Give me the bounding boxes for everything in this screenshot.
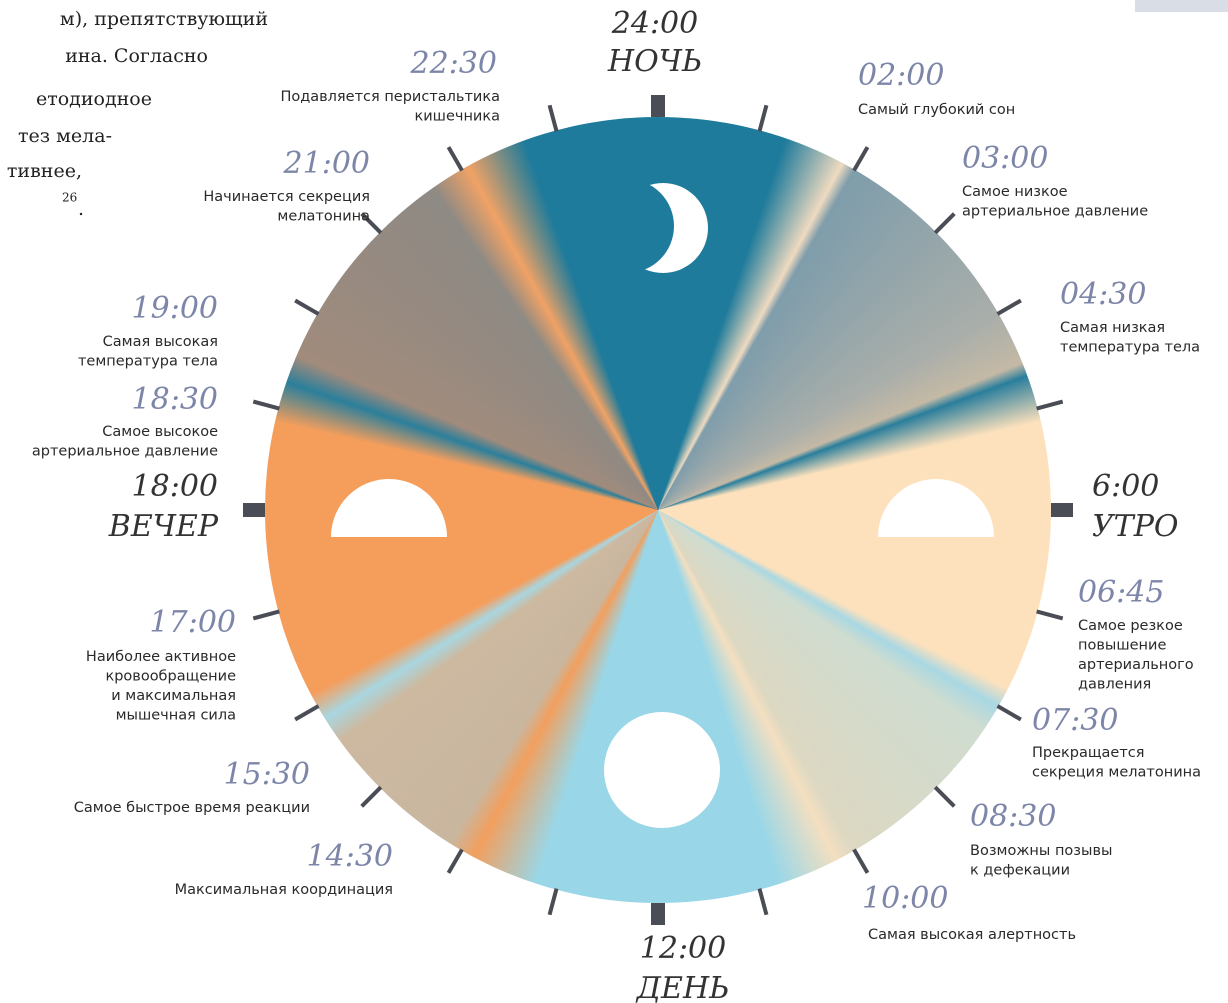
major-label: УТРО (1092, 509, 1178, 544)
clock-tick (757, 888, 769, 916)
clock-tick (360, 785, 383, 808)
event-description: кровообращение (105, 669, 236, 685)
clock-tick (852, 146, 870, 172)
event-description: Подавляется перистальтика (280, 89, 500, 105)
clock-tick (757, 104, 769, 132)
event-description: Возможны позывы (970, 843, 1112, 859)
footnote: 26 (62, 191, 77, 205)
text-fragment-line: тивнее, (7, 160, 82, 182)
event-description: Самое высокое (102, 424, 218, 440)
text-fragment-line: тез мела- (18, 125, 112, 147)
event-description: артериальное давление (32, 444, 218, 460)
event-description: температура тела (1060, 340, 1200, 356)
clock-tick (1036, 399, 1064, 411)
event-description: мелатонина (277, 209, 370, 225)
clock-tick (933, 212, 956, 235)
clock-tick (933, 785, 956, 808)
header-box (1135, 0, 1228, 12)
event-time: 08:30 (970, 799, 1056, 834)
text-fragment-line: ина. Согласно (65, 45, 208, 67)
event-description: Самая низкая (1060, 320, 1165, 336)
major-label: ДЕНЬ (635, 971, 730, 1003)
morning-sun (878, 479, 994, 537)
event-time: 21:00 (283, 146, 370, 181)
clock-tick (252, 399, 280, 411)
day-sun (604, 712, 720, 828)
event-description: артериального (1078, 657, 1194, 673)
moon-shadow (580, 179, 674, 273)
event-description: Наиболее активное (86, 649, 236, 665)
major-time: 12:00 (640, 931, 726, 966)
clock-tick (852, 848, 870, 874)
event-description: Прекращается (1032, 745, 1144, 761)
event-description: Самое резкое (1078, 618, 1183, 634)
event-time: 19:00 (132, 291, 218, 326)
event-description: давления (1078, 677, 1151, 693)
major-time: 24:00 (611, 6, 698, 41)
clock-tick (547, 888, 559, 916)
clock-tick (446, 848, 464, 874)
clock-tick (996, 704, 1022, 722)
major-time: 6:00 (1092, 469, 1159, 504)
clock-tick (547, 104, 559, 132)
event-time: 10:00 (862, 881, 948, 916)
event-time: 03:00 (962, 141, 1048, 176)
event-description: Самая высокая (103, 334, 218, 350)
clock-tick (1036, 609, 1064, 621)
text-fragment-line: етодиодное (36, 88, 152, 110)
clock-tick (252, 609, 280, 621)
event-time: 14:30 (307, 839, 393, 874)
event-time: 22:30 (410, 46, 497, 81)
event-description: артериальное давление (962, 204, 1148, 220)
event-description: к дефекации (970, 863, 1070, 879)
event-description: Самое быстрое время реакции (74, 800, 310, 816)
evening-sun (331, 479, 447, 537)
clock-tick (360, 212, 383, 235)
event-description: кишечника (415, 109, 501, 125)
clock-tick (294, 704, 320, 722)
event-description: секреция мелатонина (1032, 765, 1201, 781)
event-description: Максимальная координация (175, 882, 393, 898)
event-time: 15:30 (224, 757, 310, 792)
major-label: ВЕЧЕР (108, 509, 219, 544)
event-description: Самое низкое (962, 184, 1068, 200)
event-description: мышечная сила (116, 708, 236, 724)
text-fragment-end: . (78, 198, 84, 220)
event-description: Начинается секреция (203, 189, 370, 205)
event-time: 17:00 (150, 605, 236, 640)
event-description: и максимальная (111, 688, 236, 704)
event-time: 02:00 (858, 58, 944, 93)
major-time: 18:00 (132, 469, 218, 504)
event-description: температура тела (78, 354, 218, 370)
event-description: Самый глубокий сон (858, 102, 1015, 118)
clock-tick (294, 298, 320, 316)
text-fragment-line: м), препятствующий (60, 8, 268, 30)
event-time: 18:30 (132, 382, 218, 417)
event-time: 07:30 (1032, 703, 1118, 738)
event-time: 04:30 (1060, 277, 1146, 312)
clock-tick (446, 146, 464, 172)
clock-tick (996, 298, 1022, 316)
major-label: НОЧЬ (607, 44, 702, 79)
event-time: 06:45 (1078, 575, 1164, 610)
event-description: повышение (1078, 638, 1166, 654)
event-description: Самая высокая алертность (868, 927, 1076, 943)
